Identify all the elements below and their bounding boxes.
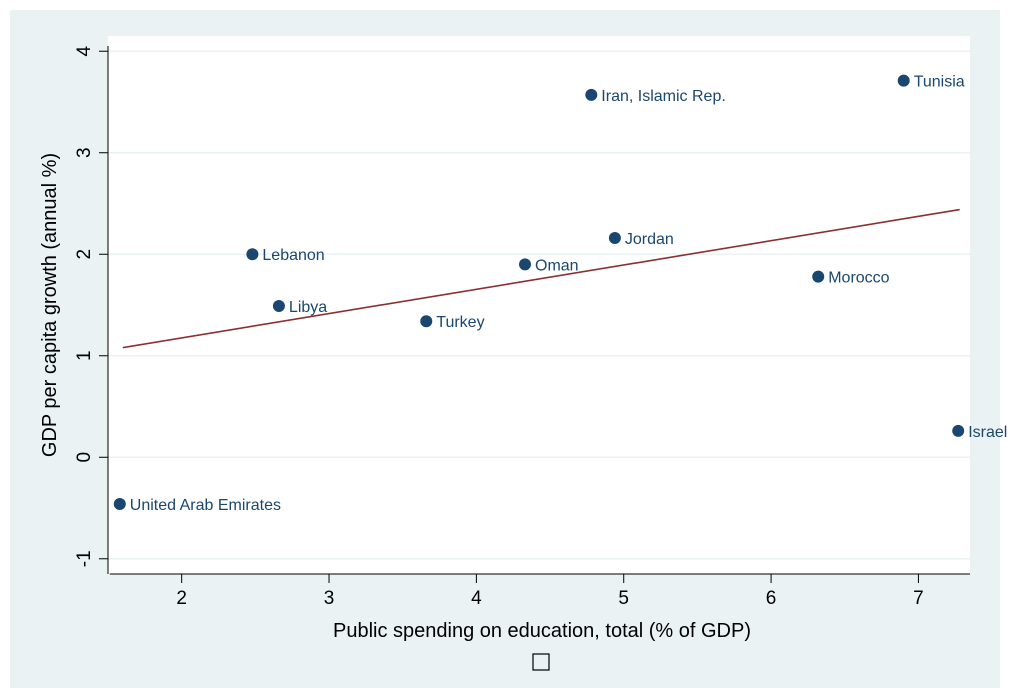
data-label-7: Morocco xyxy=(828,270,889,287)
data-point-2 xyxy=(272,300,285,313)
data-point-8 xyxy=(897,74,910,87)
x-tick-label-1: 3 xyxy=(324,588,335,609)
data-point-5 xyxy=(585,88,598,101)
x-tick-label-2: 4 xyxy=(471,588,482,609)
x-tick-label-5: 7 xyxy=(913,588,924,609)
y-axis-title: GDP per capita growth (annual %) xyxy=(39,153,61,457)
y-tick-label-5: 4 xyxy=(74,46,95,57)
data-point-0 xyxy=(113,497,126,510)
data-point-6 xyxy=(608,232,621,245)
fit-line-group xyxy=(122,208,960,349)
y-tick-label-3: 2 xyxy=(74,249,95,260)
data-point-1 xyxy=(246,248,259,261)
data-label-4: Oman xyxy=(535,257,579,274)
data-label-5: Iran, Islamic Rep. xyxy=(601,88,725,105)
data-point-4 xyxy=(519,258,532,271)
data-label-1: Lebanon xyxy=(262,247,324,264)
data-points: United Arab Emirates Lebanon Libya Turkey Om… xyxy=(113,74,1007,514)
data-label-6: Jordan xyxy=(625,231,674,248)
fit-line xyxy=(122,208,960,349)
data-label-9: Israel xyxy=(968,424,1007,441)
y-tick-label-2: 1 xyxy=(74,350,95,361)
data-label-0: United Arab Emirates xyxy=(130,497,281,514)
data-label-3: Turkey xyxy=(436,314,484,331)
y-tick-label-1: 0 xyxy=(74,452,95,463)
legend-symbol xyxy=(532,653,550,671)
data-point-3 xyxy=(420,315,433,328)
x-axis-title: Public spending on education, total (% o… xyxy=(333,620,751,642)
data-point-7 xyxy=(812,270,825,283)
y-tick-label-4: 3 xyxy=(74,147,95,158)
y-tick-label-0: -1 xyxy=(74,550,95,567)
data-label-8: Tunisia xyxy=(914,74,965,91)
x-tick-label-4: 6 xyxy=(766,588,777,609)
data-point-9 xyxy=(952,424,965,437)
data-label-2: Libya xyxy=(289,299,327,316)
plot-area xyxy=(108,36,970,574)
x-tick-label-3: 5 xyxy=(618,588,629,609)
axes: -1 0 1 2 3 4 2 3 4 5 6 7 xyxy=(74,46,970,609)
x-tick-label-0: 2 xyxy=(176,588,187,609)
